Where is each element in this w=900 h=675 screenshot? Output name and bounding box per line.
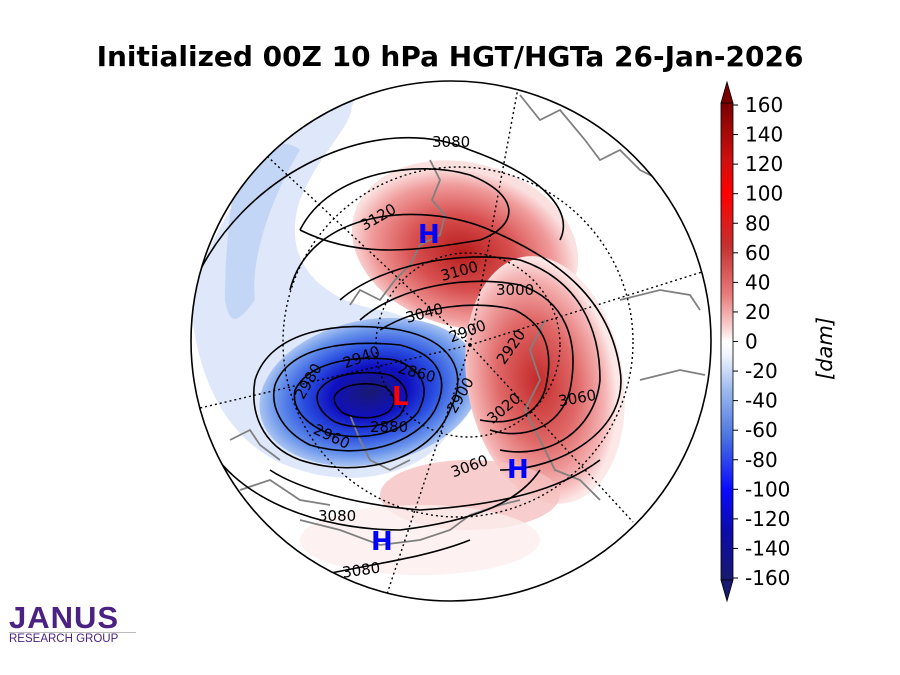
colorbar-tick-label: -100 xyxy=(745,477,790,501)
colorbar-tick-label: -160 xyxy=(745,566,790,590)
logo-main-text: JANUS xyxy=(9,602,136,633)
colorbar-tick-label: -40 xyxy=(745,389,778,413)
high-center-label: H xyxy=(507,455,529,485)
contour-label: 3080 xyxy=(341,559,381,582)
colorbar-tick-label: 40 xyxy=(745,270,770,294)
pressure-centers: H H H L xyxy=(371,220,529,557)
low-center-label: L xyxy=(392,382,409,412)
colorbar-tick-label: -80 xyxy=(745,448,778,472)
anomaly-fill: 3080 3120 3100 3000 3040 2900 2920 2940 … xyxy=(191,81,711,601)
colorbar-tick-label: 160 xyxy=(745,93,783,117)
colorbar-tick-label: 100 xyxy=(745,182,783,206)
contour-label: 3080 xyxy=(318,507,356,525)
colorbar-tick-label: 120 xyxy=(745,152,783,176)
colorbar-tick-label: -140 xyxy=(745,536,790,560)
colorbar-label: [dam] xyxy=(813,317,837,380)
logo-sub-text: RESEARCH GROUP xyxy=(9,633,119,645)
contour-label: 3080 xyxy=(432,133,470,151)
high-center-label: H xyxy=(418,220,440,250)
chart-title: Initialized 00Z 10 hPa HGT/HGTa 26-Jan-2… xyxy=(96,40,804,73)
negative-anomaly-pale xyxy=(225,143,300,319)
colorbar-max-extend xyxy=(720,80,734,104)
colorbar-tick-label: 140 xyxy=(745,123,783,147)
colorbar-tick-label: 80 xyxy=(745,211,770,235)
colorbar-tick-label: 0 xyxy=(745,330,758,354)
colorbar-tick-label: -120 xyxy=(745,507,790,531)
colorbar-body xyxy=(720,102,734,581)
colorbar-tick-label: 20 xyxy=(745,300,770,324)
colorbar-min-extend xyxy=(720,579,734,603)
contour-label: 2880 xyxy=(370,418,408,436)
colorbar-tick-label: -60 xyxy=(745,418,778,442)
colorbar-tick-label: -20 xyxy=(745,359,778,383)
colorbar-tick-label: 60 xyxy=(745,241,770,265)
contour-label: 3000 xyxy=(496,281,534,299)
janus-logo: JANUS RESEARCH GROUP xyxy=(9,602,136,646)
map-boundary xyxy=(190,80,712,602)
high-center-label: H xyxy=(371,527,393,557)
positive-anomaly-east xyxy=(465,256,625,504)
colorbar: 160 140 120 100 80 60 40 20 0 -20 -40 -60 -80 -100 -12… xyxy=(720,80,837,603)
